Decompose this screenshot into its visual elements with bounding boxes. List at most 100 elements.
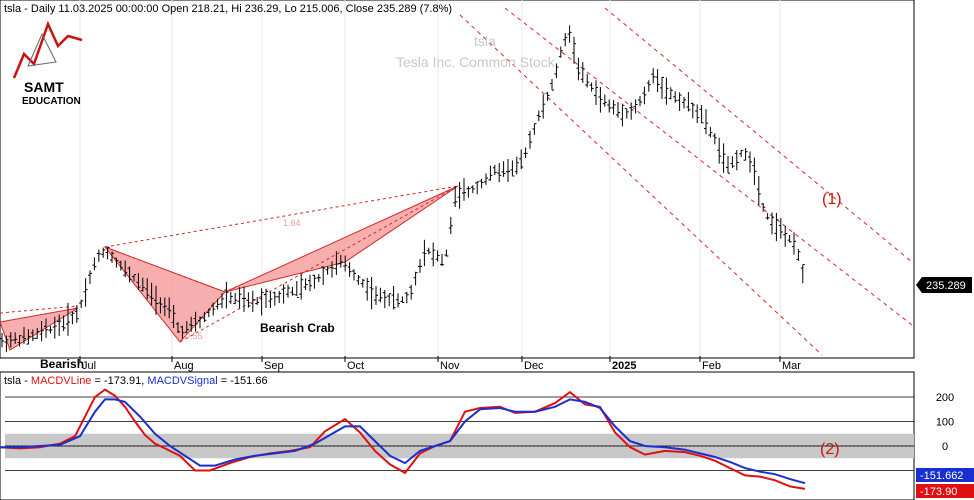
ohlc-bar (409, 284, 414, 300)
ohlc-bar (286, 284, 290, 298)
ohlc-bar (528, 130, 532, 149)
ohlc-bar (734, 150, 739, 171)
ohlc-bar (444, 249, 449, 257)
ohlc-bar (246, 292, 251, 308)
ohlc-bar (154, 285, 158, 315)
pattern-label: Bearish Crab (260, 321, 335, 335)
ohlc-bar (682, 97, 686, 109)
ohlc-bar (598, 86, 603, 113)
ohlc-bar (70, 311, 75, 325)
ohlc-bar (105, 246, 110, 260)
ratio-upper-label: 1.64 (283, 218, 301, 228)
ohlc-bar (484, 173, 488, 185)
ohlc-bar (699, 104, 704, 124)
macd-header-title: tsla - MACDVLine = -173.91, MACDVSignal … (4, 375, 268, 387)
ohlc-bar (550, 79, 554, 91)
ohlc-bar (488, 165, 493, 181)
signal-last-tag-bg (916, 468, 974, 482)
ohlc-bar (4, 335, 9, 353)
ohlc-bar (360, 278, 365, 288)
ohlc-bar (554, 63, 559, 79)
ohlc-bar (739, 149, 744, 158)
macd-y-tick-label: 200 (936, 392, 954, 404)
ohlc-bar (413, 271, 418, 286)
ohlc-bar (57, 314, 62, 336)
ohlc-bar (435, 250, 440, 262)
ohlc-bar (580, 62, 585, 83)
ohlc-bar (167, 297, 172, 319)
ohlc-bar (26, 329, 31, 345)
ohlc-bar (52, 316, 57, 339)
ohlc-bar (492, 164, 497, 176)
ohlc-bar (220, 293, 224, 309)
ohlc-bar (660, 76, 664, 99)
ohlc-bar (787, 235, 792, 243)
ohlc-bar (677, 92, 682, 111)
ohlc-bar (255, 297, 260, 305)
ohlc-bar (572, 36, 576, 64)
ohlc-bar (101, 247, 106, 258)
ohlc-bar (338, 254, 343, 268)
ohlc-bar (127, 266, 132, 283)
x-tick-label: Nov (440, 360, 460, 372)
ohlc-bar (541, 94, 546, 119)
ohlc-bar (347, 262, 352, 277)
ohlc-bar (228, 291, 233, 304)
ohlc-bar (387, 293, 392, 307)
ohlc-bar (431, 242, 436, 267)
ohlc-bar (523, 147, 528, 158)
channel-label-2: (2) (820, 441, 840, 458)
ohlc-bar (624, 108, 629, 119)
last-price-tag: 235.289 (916, 277, 972, 293)
ohlc-bar (30, 329, 35, 342)
ohlc-bar (616, 102, 620, 118)
ohlc-bar (748, 151, 752, 173)
ohlc-bar (268, 291, 273, 309)
ohlc-bar (193, 311, 198, 332)
ohlc-bar (422, 239, 427, 267)
pattern-dashed-line (0, 305, 79, 314)
ohlc-bar (497, 163, 502, 183)
ohlc-bar (638, 96, 642, 107)
ohlc-bar (611, 99, 616, 115)
ohlc-bar (96, 249, 101, 262)
ohlc-bar (629, 102, 634, 120)
ohlc-bar (778, 218, 783, 239)
ohlc-bar (519, 149, 524, 170)
ohlc-bar (233, 292, 238, 305)
ohlc-bar (633, 99, 638, 114)
ohlc-bar (171, 304, 176, 329)
x-tick-label: Jul (82, 360, 96, 372)
ohlc-bar (66, 302, 70, 336)
logo-line1: SAMT (24, 79, 64, 95)
ohlc-bar (690, 102, 695, 119)
ohlc-bar (308, 274, 312, 292)
last-price-value: 235.289 (926, 280, 966, 292)
ohlc-bar (110, 251, 114, 263)
ohlc-bar (479, 178, 484, 189)
ohlc-bar (299, 273, 304, 300)
ohlc-bar (448, 216, 453, 235)
ohlc-bar (695, 104, 700, 124)
watermark-name: Tesla Inc. Common Stock (396, 54, 556, 70)
ohlc-bar (189, 316, 194, 332)
ohlc-bar (440, 254, 444, 267)
ohlc-bar (501, 161, 506, 177)
ohlc-bar (396, 293, 400, 308)
ohlc-bar (800, 264, 805, 284)
ohlc-bar (717, 137, 722, 164)
macd-plot (0, 388, 914, 490)
ohlc-bar (330, 261, 334, 278)
ohlc-bar (470, 185, 475, 194)
ohlc-bar (224, 281, 229, 309)
macd-last-tag-bg (916, 484, 974, 498)
ohlc-bar (545, 91, 550, 101)
ohlc-bar (334, 251, 339, 275)
ohlc-bar (756, 175, 761, 206)
ohlc-bar (48, 325, 53, 334)
ohlc-bar (462, 178, 466, 201)
ohlc-bar (140, 277, 145, 292)
ratio-lower-label: 0.55 (185, 331, 203, 341)
last-price-tag-bg (916, 277, 972, 293)
ohlc-bar (506, 159, 510, 182)
